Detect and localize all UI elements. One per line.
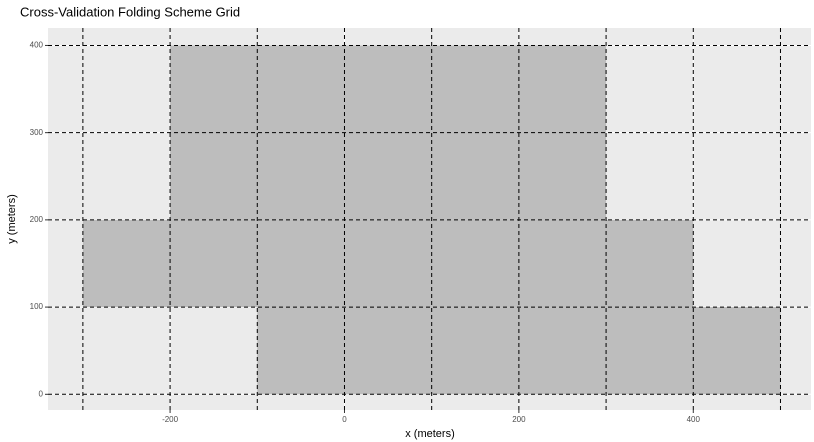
x-tick-label: -200 <box>162 415 179 424</box>
y-tick-label: 200 <box>30 215 44 224</box>
x-axis-title: x (meters) <box>405 428 455 440</box>
y-tick-label: 100 <box>30 302 44 311</box>
y-axis-title: y (meters) <box>6 194 18 244</box>
x-tick-label: 0 <box>342 415 347 424</box>
x-tick-label: 200 <box>512 415 526 424</box>
tile <box>83 220 693 307</box>
y-tick-label: 400 <box>30 41 44 50</box>
y-tick-label: 300 <box>30 128 44 137</box>
page: Cross-Validation Folding Scheme Grid x (… <box>0 0 814 442</box>
y-tick-label: 0 <box>39 389 44 398</box>
chart-title: Cross-Validation Folding Scheme Grid <box>20 4 240 19</box>
x-tick-label: 400 <box>687 415 701 424</box>
chart: Cross-Validation Folding Scheme Grid x (… <box>0 0 814 442</box>
